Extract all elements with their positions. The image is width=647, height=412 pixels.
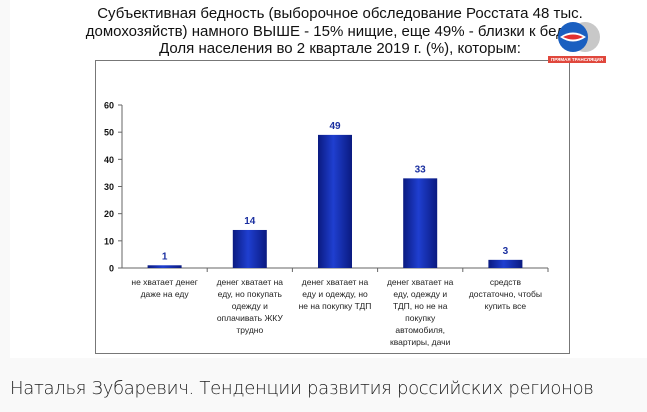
bar — [232, 229, 267, 268]
x-category-label: еду и одежду, но — [302, 289, 368, 299]
x-category-label: трудно — [236, 325, 263, 335]
x-category-label: еду, но покупать — [218, 289, 283, 299]
live-badge: ПРЯМАЯ ТРАНСЛЯЦИЯ — [548, 56, 606, 63]
title-line: домохозяйств) намного ВЫШЕ - 15% нищие, … — [85, 22, 595, 40]
x-category-label: денег хватает на — [387, 277, 454, 287]
data-label: 33 — [415, 164, 427, 175]
x-category-label: денег хватает на — [217, 277, 284, 287]
y-tick-label: 60 — [104, 101, 114, 111]
bar — [318, 134, 352, 268]
bar-chart: 0 10 20 30 40 50 60 1 не хватает денег даже на ед… — [104, 101, 549, 347]
channel-logo-icon — [558, 22, 600, 52]
video-caption: Наталья Зубаревич. Тенденции развития ро… — [10, 378, 594, 399]
x-category-label: средств — [490, 277, 522, 287]
x-category-label: даже на еду — [141, 289, 190, 299]
x-category-label: оплачивать ЖКУ — [217, 313, 284, 323]
x-category-label: одежду и — [232, 301, 268, 311]
x-category-label: денег хватает на — [302, 277, 369, 287]
x-category-label: автомобиля, — [395, 325, 445, 335]
y-tick-label: 50 — [104, 128, 114, 138]
title-line: Доля населения во 2 квартале 2019 г. (%)… — [159, 40, 521, 57]
y-tick-label: 20 — [104, 209, 114, 219]
x-category-label: купить все — [485, 301, 527, 311]
x-category-label: ТДП, но не на — [393, 301, 448, 311]
title-line: Субъективная бедность (выборочное обслед… — [97, 5, 583, 22]
x-category-label: не на покупку ТДП — [299, 301, 372, 311]
data-label: 49 — [329, 121, 341, 132]
x-category-label: достаточно, чтобы — [469, 289, 542, 299]
y-tick-label: 10 — [104, 236, 114, 246]
x-category-label: покупку — [405, 313, 436, 323]
chart-frame: 0 10 20 30 40 50 60 1 не хватает денег даже на ед… — [95, 60, 570, 354]
data-label: 1 — [162, 251, 168, 262]
bar — [147, 265, 182, 268]
y-tick-label: 30 — [104, 182, 114, 192]
bar — [403, 178, 438, 268]
slide-title: Субъективная бедность (выборочное обслед… — [60, 5, 620, 58]
x-category-label: еду, одежду и — [393, 289, 447, 299]
x-category-label: квартиры, дачи — [390, 337, 451, 347]
data-label: 14 — [244, 216, 256, 227]
data-label: 3 — [503, 246, 509, 257]
y-tick-label: 40 — [104, 155, 114, 165]
bar — [488, 259, 523, 268]
y-tick-label: 0 — [109, 264, 114, 274]
x-category-label: не хватает денег — [131, 277, 197, 287]
